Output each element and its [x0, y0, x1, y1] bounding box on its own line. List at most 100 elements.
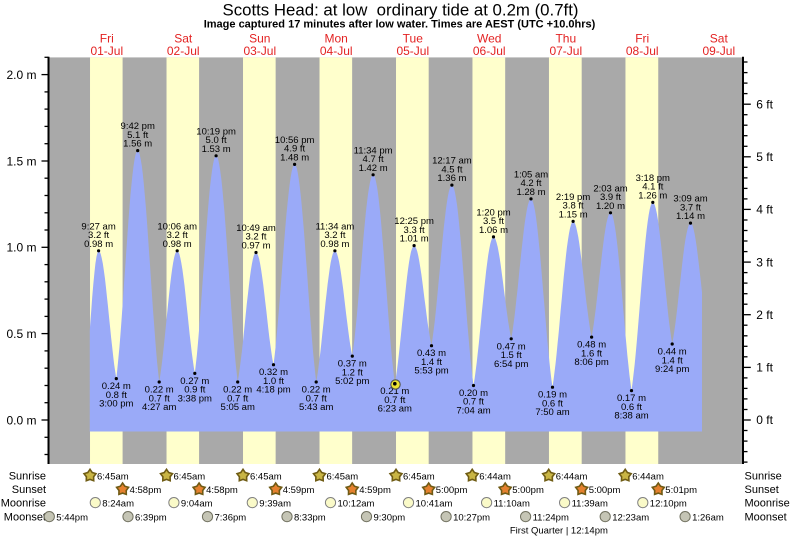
svg-text:First Quarter | 12:14pm: First Quarter | 12:14pm	[510, 526, 608, 537]
svg-text:7:04 am: 7:04 am	[456, 406, 490, 417]
svg-text:5.0 ft: 5.0 ft	[206, 135, 227, 146]
svg-text:12:10pm: 12:10pm	[650, 499, 687, 510]
svg-text:Thu: Thu	[555, 32, 576, 46]
svg-text:0.7 ft: 0.7 ft	[384, 395, 405, 406]
svg-text:9:24 pm: 9:24 pm	[655, 364, 689, 375]
svg-text:4.1 ft: 4.1 ft	[642, 182, 663, 193]
svg-text:Scotts Head: at low ordinary: Scotts Head: at low ordinary tide at 0.2…	[223, 0, 579, 19]
svg-text:10:49 am: 10:49 am	[236, 223, 276, 234]
svg-text:6 ft: 6 ft	[756, 97, 773, 111]
svg-text:5 ft: 5 ft	[756, 150, 773, 164]
svg-text:Sun: Sun	[249, 32, 270, 46]
svg-text:0.22 m: 0.22 m	[145, 385, 174, 396]
svg-text:0.7 ft: 0.7 ft	[227, 393, 248, 404]
svg-text:1.42 m: 1.42 m	[359, 163, 388, 174]
svg-text:1.06 m: 1.06 m	[479, 225, 508, 236]
svg-text:3:18 pm: 3:18 pm	[636, 173, 670, 184]
svg-text:Tue: Tue	[403, 32, 424, 46]
svg-text:1.6 ft: 1.6 ft	[581, 348, 602, 359]
svg-text:0.21 m: 0.21 m	[380, 386, 409, 397]
svg-text:07-Jul: 07-Jul	[549, 44, 582, 58]
svg-text:8:24am: 8:24am	[102, 499, 134, 510]
svg-text:Sat: Sat	[174, 32, 193, 46]
svg-text:0.98 m: 0.98 m	[320, 239, 349, 250]
svg-text:6:45am: 6:45am	[403, 472, 435, 483]
svg-text:3.2 ft: 3.2 ft	[324, 230, 345, 241]
svg-text:0.17 m: 0.17 m	[617, 393, 646, 404]
svg-text:5:05 am: 5:05 am	[221, 402, 255, 413]
svg-text:1.5 ft: 1.5 ft	[501, 350, 522, 361]
svg-text:1.0 m: 1.0 m	[6, 241, 36, 255]
svg-text:3.2 ft: 3.2 ft	[245, 232, 266, 243]
svg-text:2 ft: 2 ft	[756, 308, 773, 322]
svg-text:1.4 ft: 1.4 ft	[662, 355, 683, 366]
svg-text:0.97 m: 0.97 m	[241, 241, 270, 252]
svg-text:1.5 m: 1.5 m	[6, 154, 36, 168]
svg-text:0.43 m: 0.43 m	[417, 348, 446, 359]
svg-text:10:06 am: 10:06 am	[157, 221, 197, 232]
svg-text:1.0 ft: 1.0 ft	[263, 376, 284, 387]
svg-text:1.14 m: 1.14 m	[676, 211, 705, 222]
svg-text:Moonset: Moonset	[4, 512, 46, 524]
svg-text:6:45am: 6:45am	[250, 472, 282, 483]
svg-text:10:27pm: 10:27pm	[453, 513, 490, 524]
svg-text:3.8 ft: 3.8 ft	[563, 201, 584, 212]
svg-text:7:50 am: 7:50 am	[535, 407, 569, 418]
svg-text:4 ft: 4 ft	[756, 203, 773, 217]
svg-text:4:59pm: 4:59pm	[359, 485, 391, 496]
svg-text:09-Jul: 09-Jul	[702, 44, 735, 58]
svg-text:3 ft: 3 ft	[756, 255, 773, 269]
svg-text:6:54 pm: 6:54 pm	[494, 359, 528, 370]
svg-text:11:10am: 11:10am	[494, 499, 530, 510]
svg-text:5:44pm: 5:44pm	[56, 513, 88, 524]
svg-text:6:44am: 6:44am	[479, 472, 511, 483]
svg-text:1 ft: 1 ft	[756, 361, 773, 375]
svg-text:5:43 am: 5:43 am	[299, 402, 333, 413]
svg-text:5:00pm: 5:00pm	[512, 485, 544, 496]
svg-text:3:38 pm: 3:38 pm	[178, 393, 212, 404]
svg-text:0.37 m: 0.37 m	[338, 359, 367, 370]
svg-text:1:20 pm: 1:20 pm	[476, 207, 510, 218]
svg-text:08-Jul: 08-Jul	[626, 44, 659, 58]
svg-text:12:25 pm: 12:25 pm	[394, 216, 434, 227]
svg-text:0.27 m: 0.27 m	[180, 376, 209, 387]
svg-text:3:09 am: 3:09 am	[673, 194, 707, 205]
svg-text:10:19 pm: 10:19 pm	[196, 126, 236, 137]
svg-text:Sunset: Sunset	[12, 484, 46, 496]
svg-text:9:42 pm: 9:42 pm	[121, 121, 155, 132]
svg-text:11:34 pm: 11:34 pm	[354, 145, 393, 156]
svg-text:4.2 ft: 4.2 ft	[520, 178, 541, 189]
svg-text:8:38 am: 8:38 am	[614, 411, 648, 422]
svg-text:4:27 am: 4:27 am	[142, 402, 176, 413]
svg-text:4.9 ft: 4.9 ft	[284, 144, 305, 155]
svg-text:6:45am: 6:45am	[97, 472, 129, 483]
svg-text:1:26am: 1:26am	[692, 513, 724, 524]
svg-text:0.7 ft: 0.7 ft	[149, 393, 170, 404]
svg-text:5:53 pm: 5:53 pm	[414, 366, 448, 377]
svg-text:6:44am: 6:44am	[632, 472, 664, 483]
svg-text:10:41am: 10:41am	[416, 499, 453, 510]
svg-text:0.44 m: 0.44 m	[658, 347, 687, 358]
svg-text:Image captured 17 minutes afte: Image captured 17 minutes after low wate…	[204, 19, 596, 31]
svg-text:0.48 m: 0.48 m	[577, 340, 606, 351]
svg-text:8:33pm: 8:33pm	[294, 513, 326, 524]
svg-text:Mon: Mon	[325, 32, 348, 46]
svg-text:0.98 m: 0.98 m	[84, 239, 113, 250]
svg-text:0.9 ft: 0.9 ft	[184, 385, 205, 396]
svg-text:Wed: Wed	[477, 32, 501, 46]
svg-text:7:36pm: 7:36pm	[215, 513, 247, 524]
svg-text:11:24pm: 11:24pm	[533, 513, 569, 524]
svg-text:0.98 m: 0.98 m	[163, 239, 192, 250]
svg-text:6:23 am: 6:23 am	[378, 404, 412, 415]
svg-text:2:03 am: 2:03 am	[593, 183, 627, 194]
svg-text:4.5 ft: 4.5 ft	[441, 164, 462, 175]
svg-text:1.15 m: 1.15 m	[559, 209, 588, 220]
svg-text:06-Jul: 06-Jul	[473, 44, 506, 58]
svg-text:5:00pm: 5:00pm	[436, 485, 468, 496]
svg-text:Fri: Fri	[100, 32, 114, 46]
svg-text:0.7 ft: 0.7 ft	[463, 397, 484, 408]
svg-text:3.2 ft: 3.2 ft	[167, 230, 188, 241]
svg-text:0.19 m: 0.19 m	[538, 390, 567, 401]
svg-text:8:06 pm: 8:06 pm	[574, 357, 608, 368]
svg-text:03-Jul: 03-Jul	[243, 44, 276, 58]
